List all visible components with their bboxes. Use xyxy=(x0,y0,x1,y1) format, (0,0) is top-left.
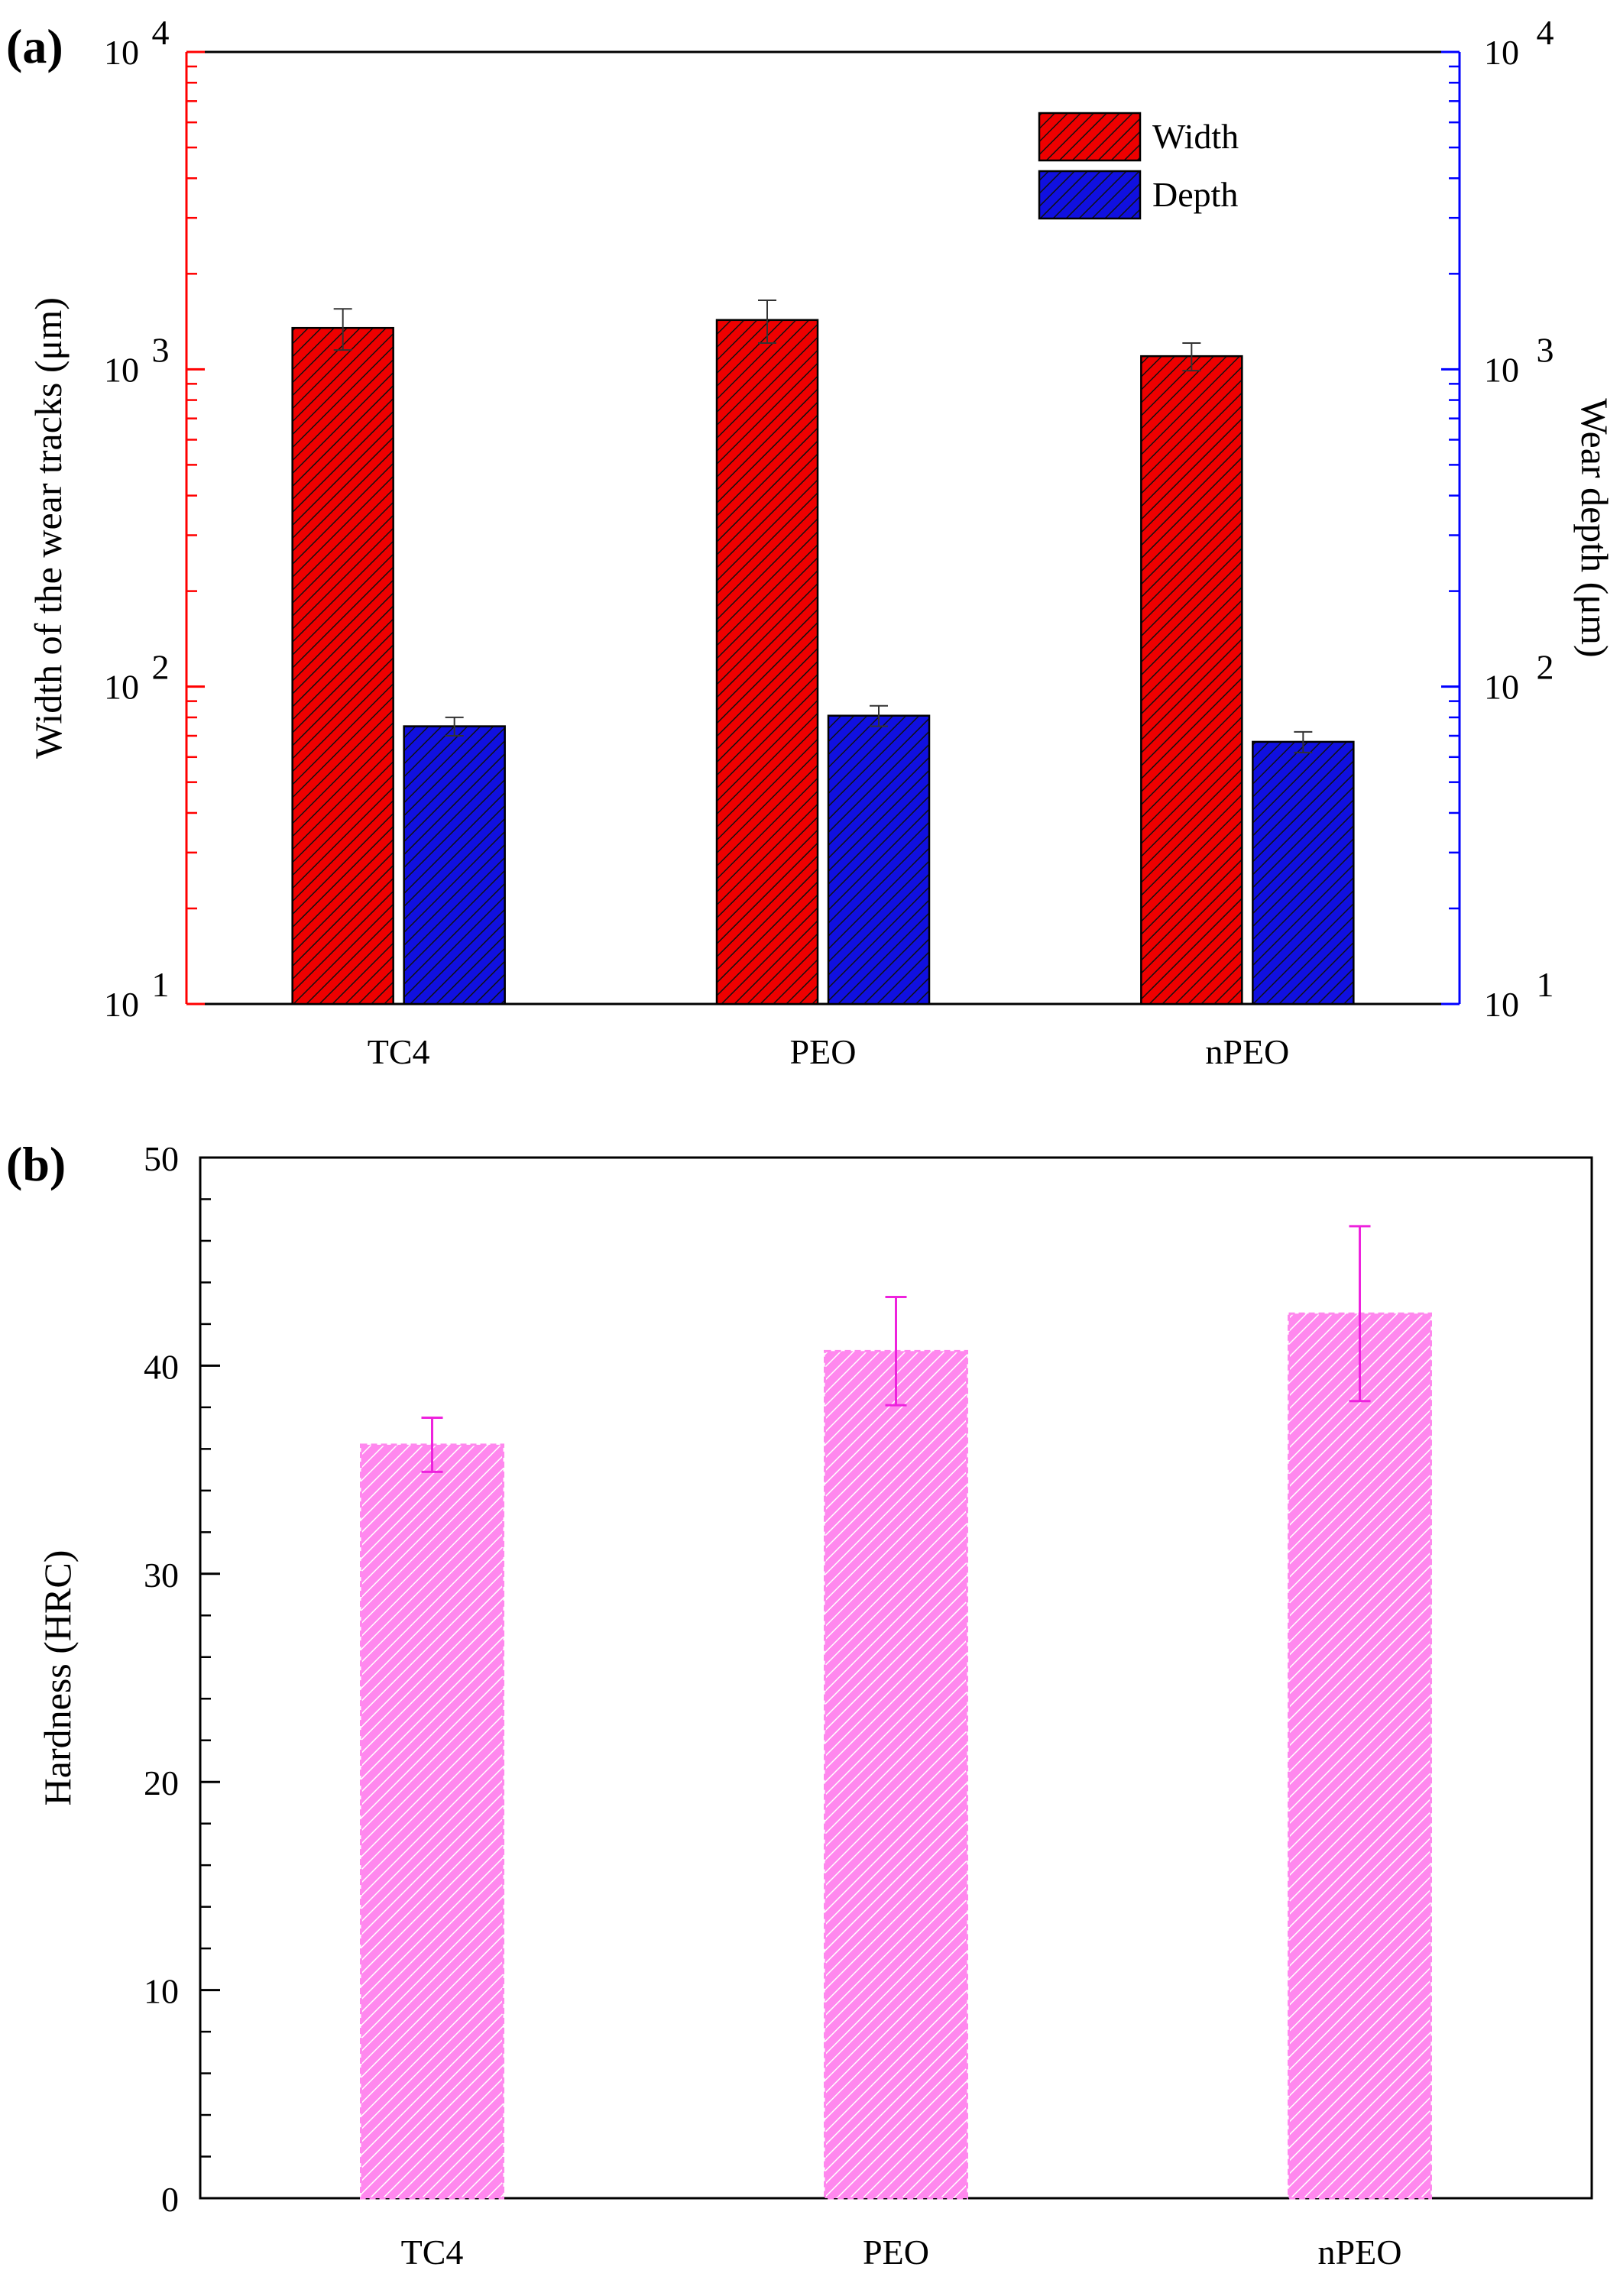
panel-a-bar-width xyxy=(1140,355,1243,1006)
panel-a-left-tick-label: 10 xyxy=(104,33,139,72)
panel-a-right-tick-label: 10 xyxy=(1484,668,1519,707)
panel-b-y-tick-label: 40 xyxy=(144,1347,179,1386)
panel-a-left-axis-title: Width of the wear tracks (μm) xyxy=(27,297,70,759)
legend-depth-swatch xyxy=(1038,170,1142,220)
legend-width-swatch xyxy=(1038,112,1142,162)
panel-b-x-tick-label: PEO xyxy=(863,2233,929,2272)
panel-a-right-axis-title: Wear depth (μm) xyxy=(1573,398,1616,657)
panel-a-bars xyxy=(291,300,1355,1006)
panel-b-y-tick-label: 50 xyxy=(144,1139,179,1178)
panel-b-y-tick-label: 30 xyxy=(144,1556,179,1595)
panel-a-right-tick-exponent: 4 xyxy=(1537,13,1554,52)
panel-a-right-tick-exponent: 1 xyxy=(1537,965,1554,1004)
panel-a-right-tick-exponent: 3 xyxy=(1537,330,1554,369)
panel-a-right-tick-label: 10 xyxy=(1484,350,1519,389)
panel-a-chart: (a) 10 1 10 1 10 2 10 2 10 3 10 3 10 4 10 4 TC4 PEO nPEO W… xyxy=(6,13,1616,1071)
panel-b-chart: (b) 0 10 20 30 40 50 TC4 PEO nPEO Hardness (HRC) xyxy=(6,1137,1593,2272)
panel-a-x-tick-label: TC4 xyxy=(368,1032,430,1071)
panel-b-y-tick-label: 0 xyxy=(161,2180,179,2219)
panel-a-right-tick-label: 10 xyxy=(1484,985,1519,1024)
panel-a-right-tick-label: 10 xyxy=(1484,33,1519,72)
panel-b-x-tick-label: TC4 xyxy=(401,2233,464,2272)
panel-a-axes xyxy=(185,50,1461,1006)
panel-b-bar xyxy=(360,1443,504,2200)
panel-a-left-tick-exponent: 3 xyxy=(152,330,170,369)
panel-a-left-tick-exponent: 1 xyxy=(152,965,170,1004)
panel-a-left-tick-exponent: 2 xyxy=(152,648,170,687)
panel-a-bar-depth xyxy=(403,725,506,1006)
panel-b-y-tick-label: 20 xyxy=(144,1763,179,1802)
panel-a-ticks: 10 1 10 1 10 2 10 2 10 3 10 3 10 4 10 4 TC4 PEO nPEO xyxy=(104,13,1554,1071)
panel-a-label: (a) xyxy=(6,19,63,73)
panel-a-bar-width xyxy=(291,326,394,1006)
panel-a-bar-depth xyxy=(1252,740,1355,1006)
panel-b-bars xyxy=(360,1225,1432,2200)
panel-a-x-tick-label: PEO xyxy=(790,1032,857,1071)
panel-a-bar-depth xyxy=(827,714,931,1006)
panel-a-right-tick-exponent: 2 xyxy=(1537,648,1554,687)
legend-width-label: Width xyxy=(1152,117,1239,156)
panel-a-left-tick-label: 10 xyxy=(104,668,139,707)
panel-b-label: (b) xyxy=(6,1137,66,1191)
panel-a-bar-width xyxy=(715,319,819,1006)
panel-a-left-tick-label: 10 xyxy=(104,985,139,1024)
panel-b-axis-title: Hardness (HRC) xyxy=(36,1550,79,1806)
panel-b-ticks: 0 10 20 30 40 50 TC4 PEO nPEO xyxy=(144,1139,1401,2272)
panel-a-left-tick-exponent: 4 xyxy=(152,13,170,52)
legend-depth-label: Depth xyxy=(1152,175,1238,214)
panel-b-bar xyxy=(1288,1312,1432,2200)
panel-a-x-tick-label: nPEO xyxy=(1205,1032,1289,1071)
panel-b-bar xyxy=(824,1349,968,2200)
panel-a-left-tick-label: 10 xyxy=(104,350,139,389)
panel-a-legend: Width Depth xyxy=(1038,112,1239,220)
panel-b-x-tick-label: nPEO xyxy=(1318,2233,1402,2272)
panel-b-y-tick-label: 10 xyxy=(144,1972,179,2011)
